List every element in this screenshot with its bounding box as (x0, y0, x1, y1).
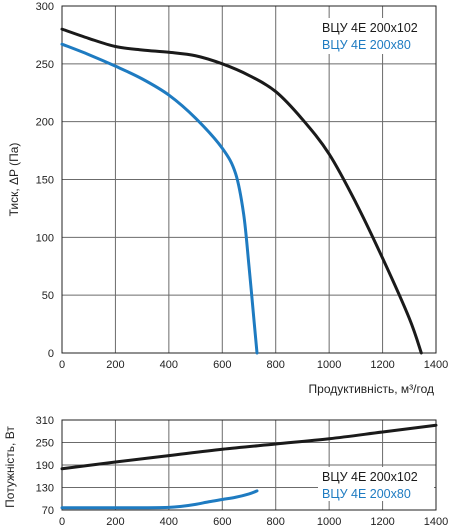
power-y-tick-label: 70 (42, 505, 54, 517)
power-x-tick-label: 600 (213, 516, 231, 528)
pressure-legend-entry: ВЦУ 4Е 200x102 (322, 21, 418, 35)
power-legend: ВЦУ 4Е 200x102 ВЦУ 4Е 200x80 (322, 470, 418, 501)
pressure-y-axis-label: Тиск, ΔP (Па) (7, 143, 21, 217)
pressure-legend-background (318, 18, 434, 54)
pressure-x-tick-label: 1400 (424, 359, 448, 371)
power-x-ticks: 0 200 400 600 800 1000 1200 1400 (59, 516, 448, 528)
power-x-tick-label: 200 (106, 516, 124, 528)
pressure-x-tick-label: 600 (213, 359, 231, 371)
power-x-tick-label: 1200 (370, 516, 394, 528)
pressure-chart: 0 200 400 600 800 1000 1200 1400 0 50 100 150 200 25… (7, 1, 448, 396)
power-plot-frame (61, 419, 437, 511)
pressure-x-tick-label: 200 (106, 359, 124, 371)
pressure-x-axis-label: Продуктивність, м³/год (309, 382, 434, 396)
power-legend-entry: ВЦУ 4Е 200x102 (322, 470, 418, 484)
power-legend-background (318, 467, 434, 501)
pressure-y-tick-label: 300 (36, 1, 54, 13)
power-y-tick-label: 250 (36, 438, 54, 450)
pressure-series-line-4-200x80blue (60, 42, 259, 355)
power-chart: 0 200 400 600 800 1000 1200 1400 70 130 190 250 310… (3, 415, 448, 528)
pressure-y-tick-label: 100 (36, 232, 54, 244)
power-x-tick-label: 1400 (424, 516, 448, 528)
pressure-legend: ВЦУ 4Е 200x102 ВЦУ 4Е 200x80 (322, 21, 418, 52)
power-series-line-4-200x80blue (60, 489, 259, 510)
power-series-group (60, 423, 438, 510)
pressure-x-ticks: 0 200 400 600 800 1000 1200 1400 (59, 359, 448, 371)
power-y-axis-label: Потужність, Вт (3, 426, 17, 508)
pressure-x-tick-label: 1000 (317, 359, 341, 371)
pressure-y-ticks: 0 50 100 150 200 250 300 (36, 1, 54, 360)
pressure-series-group (60, 27, 423, 355)
pressure-y-tick-label: 250 (36, 59, 54, 71)
power-y-tick-label: 130 (36, 483, 54, 495)
pressure-x-tick-label: 1200 (370, 359, 394, 371)
power-x-tick-label: 0 (59, 516, 65, 528)
power-series-line-4-200x102black (60, 423, 438, 471)
pressure-plot-frame (61, 5, 437, 354)
pressure-series-line-4-200x102black (60, 27, 423, 355)
pressure-x-tick-label: 400 (160, 359, 178, 371)
pressure-y-tick-label: 50 (42, 290, 54, 302)
pressure-grid (61, 5, 437, 354)
power-y-tick-label: 190 (36, 460, 54, 472)
power-legend-entry: ВЦУ 4Е 200x80 (322, 487, 411, 501)
power-x-tick-label: 800 (267, 516, 285, 528)
pressure-y-tick-label: 0 (48, 348, 54, 360)
pressure-x-tick-label: 800 (267, 359, 285, 371)
pressure-x-tick-label: 0 (59, 359, 65, 371)
pressure-legend-entry: ВЦУ 4Е 200x80 (322, 38, 411, 52)
power-y-ticks: 70 130 190 250 310 (36, 415, 54, 517)
power-y-tick-label: 310 (36, 415, 54, 427)
pressure-y-tick-label: 150 (36, 175, 54, 187)
power-x-tick-label: 400 (160, 516, 178, 528)
pressure-y-tick-label: 200 (36, 117, 54, 129)
power-x-tick-label: 1000 (317, 516, 341, 528)
